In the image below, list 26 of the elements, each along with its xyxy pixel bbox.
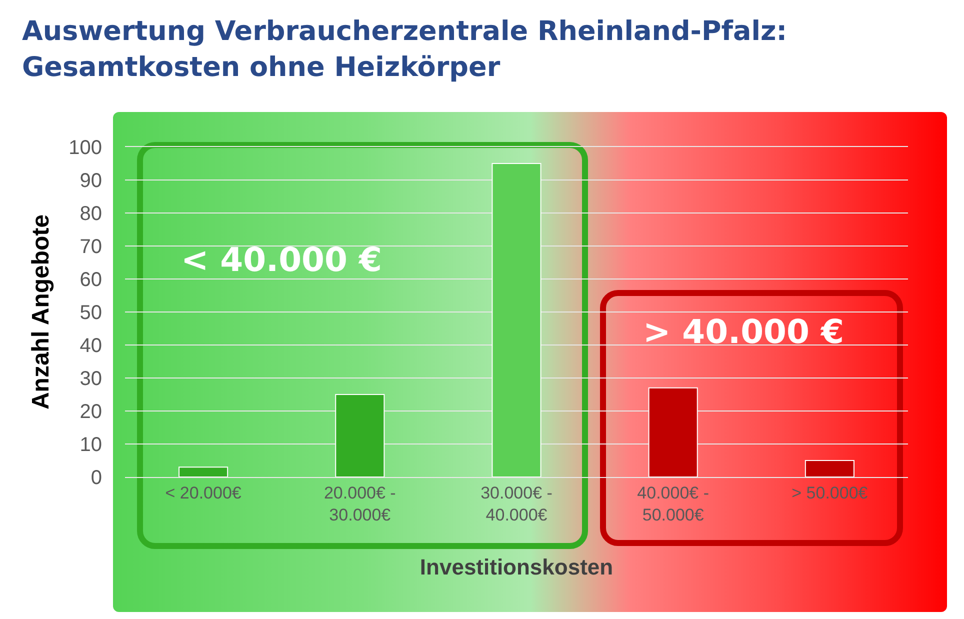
bar: [804, 460, 854, 477]
x-tick-label: < 20.000€: [165, 483, 242, 502]
bar: [178, 466, 228, 477]
x-tick-label: 20.000€ - 30.000€: [324, 483, 396, 524]
y-tick-label: 40: [80, 335, 102, 357]
y-tick-label: 30: [80, 368, 102, 390]
annotation: < 40.000 €: [181, 240, 382, 279]
y-axis-title: Anzahl Angebote: [28, 214, 55, 410]
y-tick-label: 0: [90, 467, 102, 489]
x-axis-title: Investitionskosten: [420, 554, 614, 580]
x-tick-label: > 50.000€: [792, 483, 868, 502]
y-tick-label: 50: [80, 302, 102, 324]
bar: [335, 394, 385, 477]
y-tick-label: 20: [80, 401, 102, 423]
y-tick-label: 100: [68, 137, 102, 159]
x-tick-label: 30.000€ - 40.000€: [480, 483, 552, 524]
y-tick-label: 70: [80, 236, 102, 258]
bar: [492, 163, 542, 477]
annotation: > 40.000 €: [643, 312, 844, 351]
bar: [648, 387, 698, 477]
y-tick-label: 60: [80, 269, 102, 291]
x-tick-label: 40.000€ - 50.000€: [637, 483, 710, 524]
y-tick-label: 80: [80, 203, 102, 225]
y-tick-label: 10: [80, 434, 102, 456]
chart-title: Auswertung Verbraucherzentrale Rheinland-Pfalz: Gesamtkosten ohne Heizkörper: [22, 15, 788, 85]
y-tick-label: 90: [80, 170, 102, 192]
